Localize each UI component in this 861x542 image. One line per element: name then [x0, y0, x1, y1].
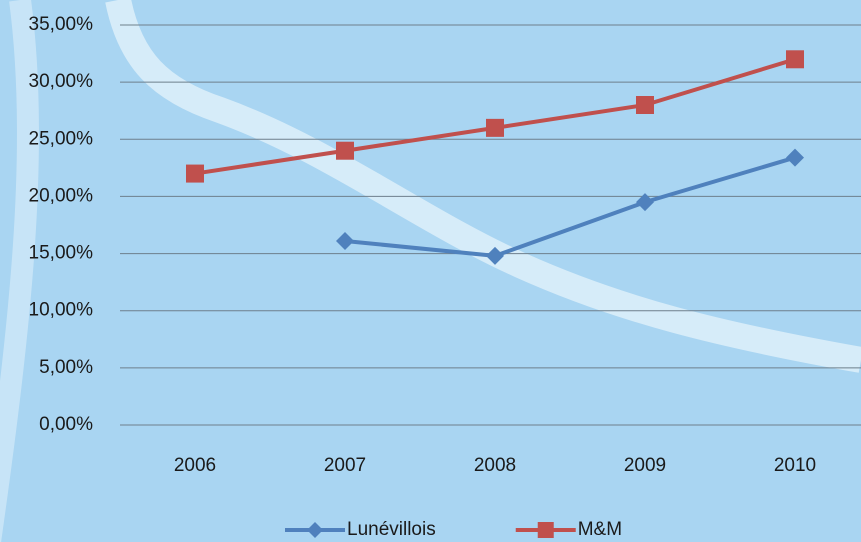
y-tick-label: 10,00%	[29, 300, 94, 321]
legend-marker	[537, 522, 554, 538]
y-tick-label: 20,00%	[29, 185, 94, 206]
y-tick-label: 25,00%	[29, 128, 94, 149]
series-line	[344, 155, 796, 258]
decor-swoosh	[105, 0, 861, 373]
x-tick-label: 2006	[174, 455, 216, 476]
y-tick-label: 35,00%	[29, 14, 94, 35]
marker	[336, 141, 354, 160]
legend-label: M&M	[578, 519, 622, 540]
legend-marker	[307, 522, 323, 538]
y-tick-label: 30,00%	[29, 71, 94, 92]
y-tick-label: 0,00%	[39, 414, 93, 435]
y-tick-label: 5,00%	[39, 357, 93, 378]
marker	[786, 148, 804, 167]
marker	[486, 118, 504, 137]
marker	[336, 232, 354, 250]
x-tick-label: 2010	[774, 455, 816, 476]
marker	[486, 246, 504, 265]
marker	[186, 164, 204, 183]
x-tick-label: 2007	[324, 455, 366, 476]
marker	[636, 96, 654, 114]
legend-label: Lunévillois	[347, 519, 436, 540]
marker	[636, 193, 654, 212]
x-tick-label: 2009	[624, 455, 666, 476]
x-tick-label: 2008	[474, 455, 516, 476]
decor-swoosh	[0, 0, 40, 542]
y-tick-label: 15,00%	[29, 243, 94, 264]
marker	[786, 50, 804, 69]
